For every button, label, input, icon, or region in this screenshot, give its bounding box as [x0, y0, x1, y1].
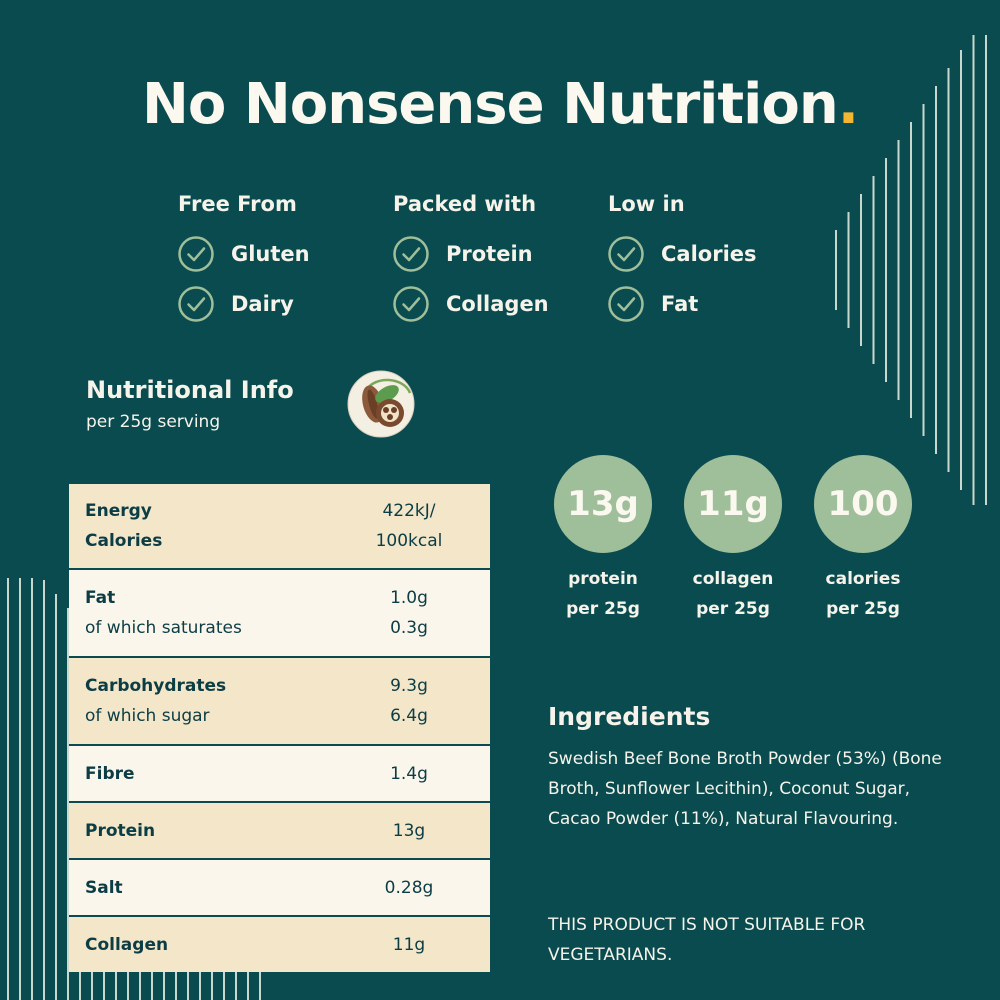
nutrition-subtitle: per 25g serving	[86, 412, 221, 432]
nutrition-table: Energy Calories 422kJ/100kcal Fat of which…	[69, 484, 490, 972]
badge-unit: per 25g	[566, 599, 640, 619]
claims-heading: Free From	[178, 192, 297, 216]
badge-label: collagen	[692, 569, 774, 589]
row-value: 1.0g	[390, 588, 428, 608]
check-circle-icon	[393, 236, 429, 272]
badge-label: calories	[825, 569, 901, 589]
check-circle-icon	[178, 286, 214, 322]
ingredients-title: Ingredients	[548, 702, 711, 731]
table-row: Carbohydrates of which sugar 9.3g 6.4g	[69, 657, 490, 746]
row-label: Fibre	[85, 763, 135, 784]
row-value: 1.4g	[390, 763, 428, 784]
row-label: Carbohydrates	[85, 676, 227, 696]
claims-low-in: Low in Calories Fat	[608, 192, 757, 322]
row-label: Energy	[85, 501, 152, 521]
page-title: No Nonsense Nutrition.	[142, 72, 859, 137]
row-label: Salt	[85, 877, 123, 898]
row-label: Collagen	[85, 934, 169, 955]
protein-badge-label: protein per 25g	[533, 564, 673, 624]
title-dot: .	[837, 72, 859, 137]
decorative-stripes-right	[835, 35, 987, 505]
badge-unit: per 25g	[826, 599, 900, 619]
table-row: Fibre 1.4g	[69, 745, 490, 803]
row-value: 11g	[392, 934, 426, 955]
row-value: 100kcal	[375, 531, 443, 551]
table-row: Collagen 11g	[69, 916, 490, 972]
protein-badge: 13g	[554, 455, 652, 553]
vegetarian-warning: THIS PRODUCT IS NOT SUITABLE FOR VEGETAR…	[548, 915, 866, 965]
claim-item: Dairy	[178, 286, 310, 322]
table-row: Fat of which saturates 1.0g 0.3g	[69, 569, 490, 658]
calories-badge: 100	[814, 455, 912, 553]
nutrition-title: Nutritional Info	[86, 376, 294, 404]
claim-item: Protein	[393, 236, 549, 272]
claim-label: Dairy	[231, 292, 294, 316]
row-value: 0.28g	[384, 877, 434, 898]
check-circle-icon	[178, 236, 214, 272]
claims-heading: Packed with	[393, 192, 537, 216]
claim-label: Gluten	[231, 242, 310, 266]
claims-free-from: Free From Gluten Dairy	[178, 192, 310, 322]
claims-packed-with: Packed with Protein Collagen	[393, 192, 549, 322]
row-value: 13g	[392, 820, 426, 841]
collagen-badge: 11g	[684, 455, 782, 553]
row-value: 6.4g	[390, 706, 428, 726]
claim-label: Collagen	[446, 292, 549, 316]
badge-unit: per 25g	[696, 599, 770, 619]
row-value: 9.3g	[390, 676, 428, 696]
claims-heading: Low in	[608, 192, 685, 216]
row-sublabel: of which saturates	[85, 618, 242, 638]
table-row: Protein 13g	[69, 802, 490, 860]
row-label: Fat	[85, 588, 116, 608]
table-row: Salt 0.28g	[69, 859, 490, 917]
table-row: Energy Calories 422kJ/100kcal	[69, 484, 490, 570]
row-label: Calories	[85, 531, 163, 551]
check-circle-icon	[608, 236, 644, 272]
claim-item: Gluten	[178, 236, 310, 272]
calories-badge-label: calories per 25g	[793, 564, 933, 624]
check-circle-icon	[608, 286, 644, 322]
claim-label: Protein	[446, 242, 533, 266]
check-circle-icon	[393, 286, 429, 322]
cacao-icon	[347, 370, 415, 438]
claim-item: Collagen	[393, 286, 549, 322]
collagen-badge-label: collagen per 25g	[663, 564, 803, 624]
row-value: 422kJ/	[382, 501, 436, 521]
ingredients-text: Swedish Beef Bone Broth Powder (53%) (Bo…	[548, 749, 942, 829]
badge-label: protein	[568, 569, 638, 589]
claim-label: Calories	[661, 242, 757, 266]
row-value: 0.3g	[390, 618, 428, 638]
claim-item: Fat	[608, 286, 757, 322]
claim-label: Fat	[661, 292, 699, 316]
row-sublabel: of which sugar	[85, 706, 210, 726]
claim-item: Calories	[608, 236, 757, 272]
row-label: Protein	[85, 820, 156, 841]
